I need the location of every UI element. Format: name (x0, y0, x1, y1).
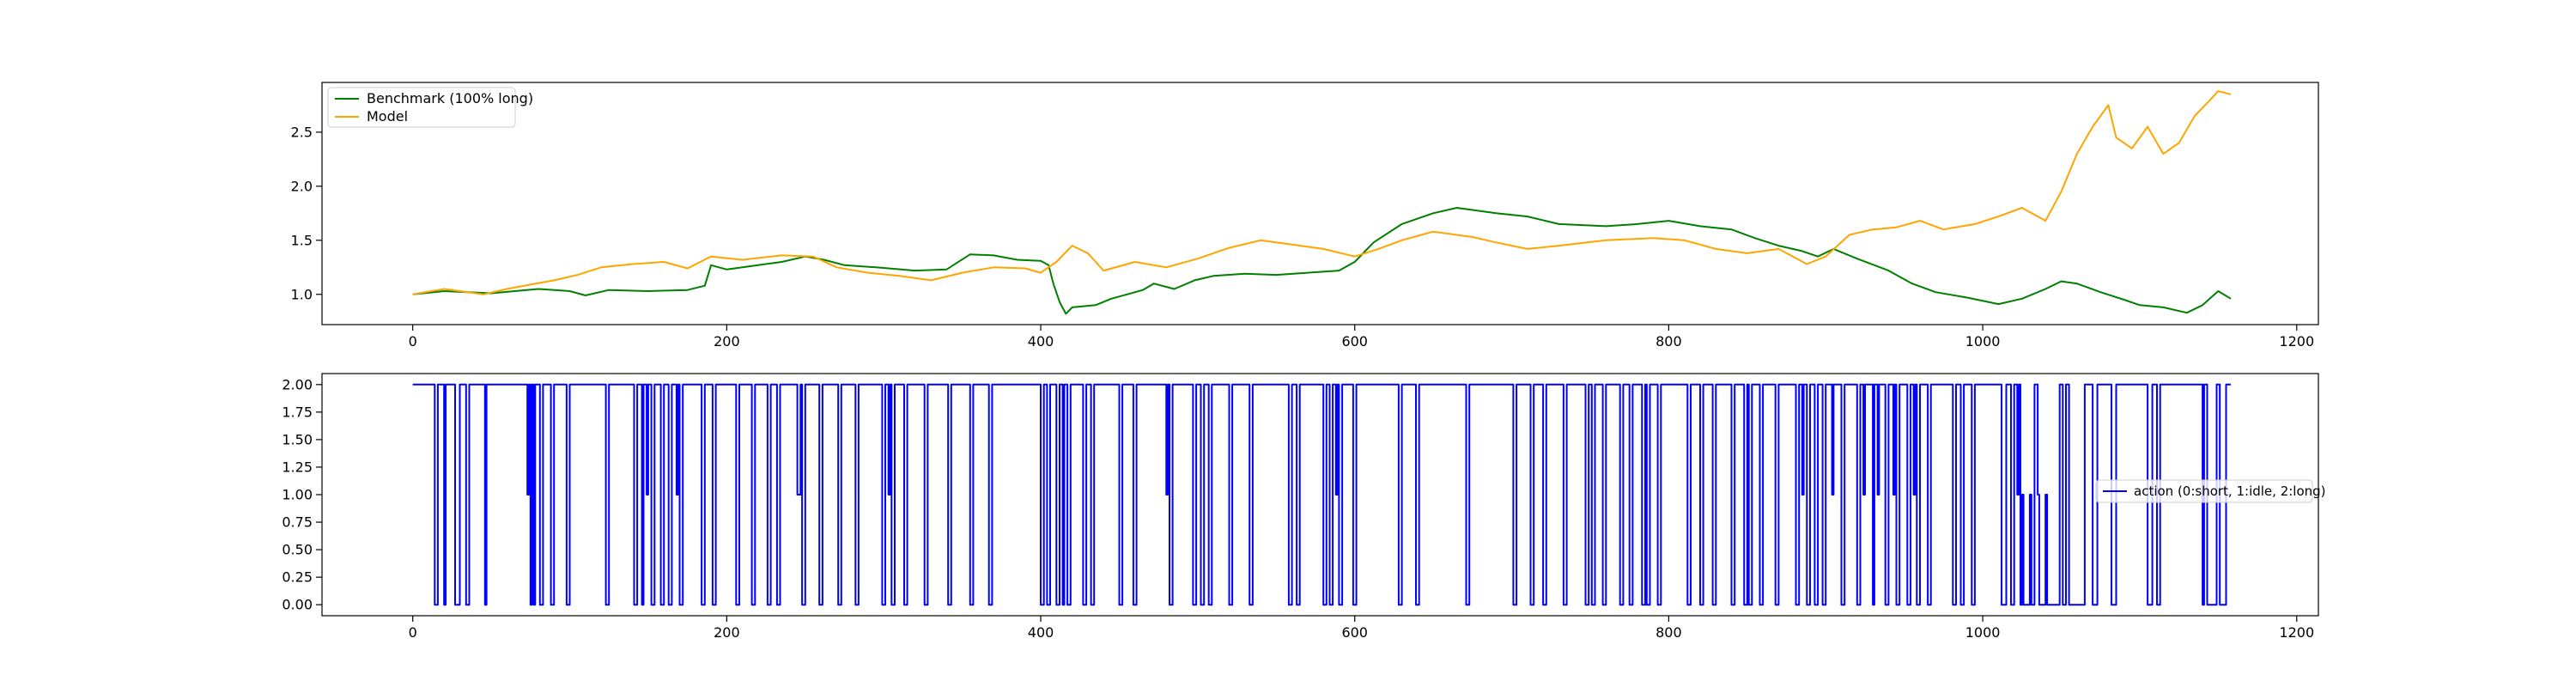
bottom-axes: 0 200 400 600 800 1000 1200 0.00 0.25 0.50 0.75 1.0… (282, 376, 2314, 641)
top-series-line-1 (412, 90, 2232, 295)
bottom-ytick-label: 0.00 (282, 597, 313, 613)
bottom-xtick-label: 600 (1341, 624, 1368, 641)
bottom-plot-frame (321, 373, 2319, 617)
bottom-ytick-label: 0.75 (282, 514, 313, 531)
bottom-ytick-label: 0.25 (282, 569, 313, 586)
bottom-series-line-0 (412, 383, 2231, 606)
top-xtick-label: 600 (1341, 333, 1368, 350)
bottom-xtick-label: 1200 (2279, 624, 2314, 641)
bottom-ytick-label: 1.75 (282, 404, 313, 420)
bottom-chart: 0 200 400 600 800 1000 1200 0.00 0.25 0.50 0.75 1.0… (282, 373, 2326, 641)
top-xtick-label: 0 (409, 333, 417, 350)
top-ytick-label: 1.0 (291, 286, 313, 302)
top-xtick-label: 1000 (1965, 333, 2001, 350)
bottom-ytick-label: 0.50 (282, 542, 313, 558)
bottom-ytick-label: 2.00 (282, 376, 313, 392)
top-xtick-label: 200 (714, 333, 740, 350)
bottom-legend-box (2095, 479, 2313, 503)
top-series-line-0 (412, 207, 2232, 315)
top-legend: Benchmark (100% long) Model (327, 87, 533, 128)
bottom-legend: action (0:short, 1:idle, 2:long) (2095, 479, 2326, 503)
top-legend-label-model: Model (367, 108, 408, 125)
bottom-xtick-label: 800 (1656, 624, 1682, 641)
top-xtick-label: 800 (1656, 333, 1682, 350)
top-ytick-label: 2.5 (291, 124, 313, 140)
top-axes: 0 200 400 600 800 1000 1200 1.0 1.5 2.0 2.5 (291, 124, 2315, 350)
top-series-lines (412, 90, 2232, 315)
bottom-xtick-label: 0 (409, 624, 417, 641)
bottom-ytick-label: 1.25 (282, 459, 313, 475)
bottom-legend-label-action: action (0:short, 1:idle, 2:long) (2134, 483, 2326, 499)
bottom-xtick-label: 1000 (1965, 624, 2001, 641)
bottom-series-lines (412, 383, 2231, 606)
top-chart: 0 200 400 600 800 1000 1200 1.0 1.5 2.0 2.5 Benchm… (291, 82, 2319, 350)
top-xtick-label: 1200 (2279, 333, 2314, 350)
bottom-ytick-label: 1.50 (282, 431, 313, 447)
top-legend-box (327, 87, 516, 128)
bottom-ytick-label: 1.00 (282, 487, 313, 503)
top-ytick-label: 1.5 (291, 232, 313, 248)
top-legend-label-benchmark: Benchmark (100% long) (367, 90, 533, 106)
top-ytick-label: 2.0 (291, 178, 313, 194)
top-plot-frame (321, 82, 2319, 325)
bottom-xtick-label: 400 (1028, 624, 1054, 641)
bottom-xtick-label: 200 (714, 624, 740, 641)
top-xtick-label: 400 (1028, 333, 1054, 350)
